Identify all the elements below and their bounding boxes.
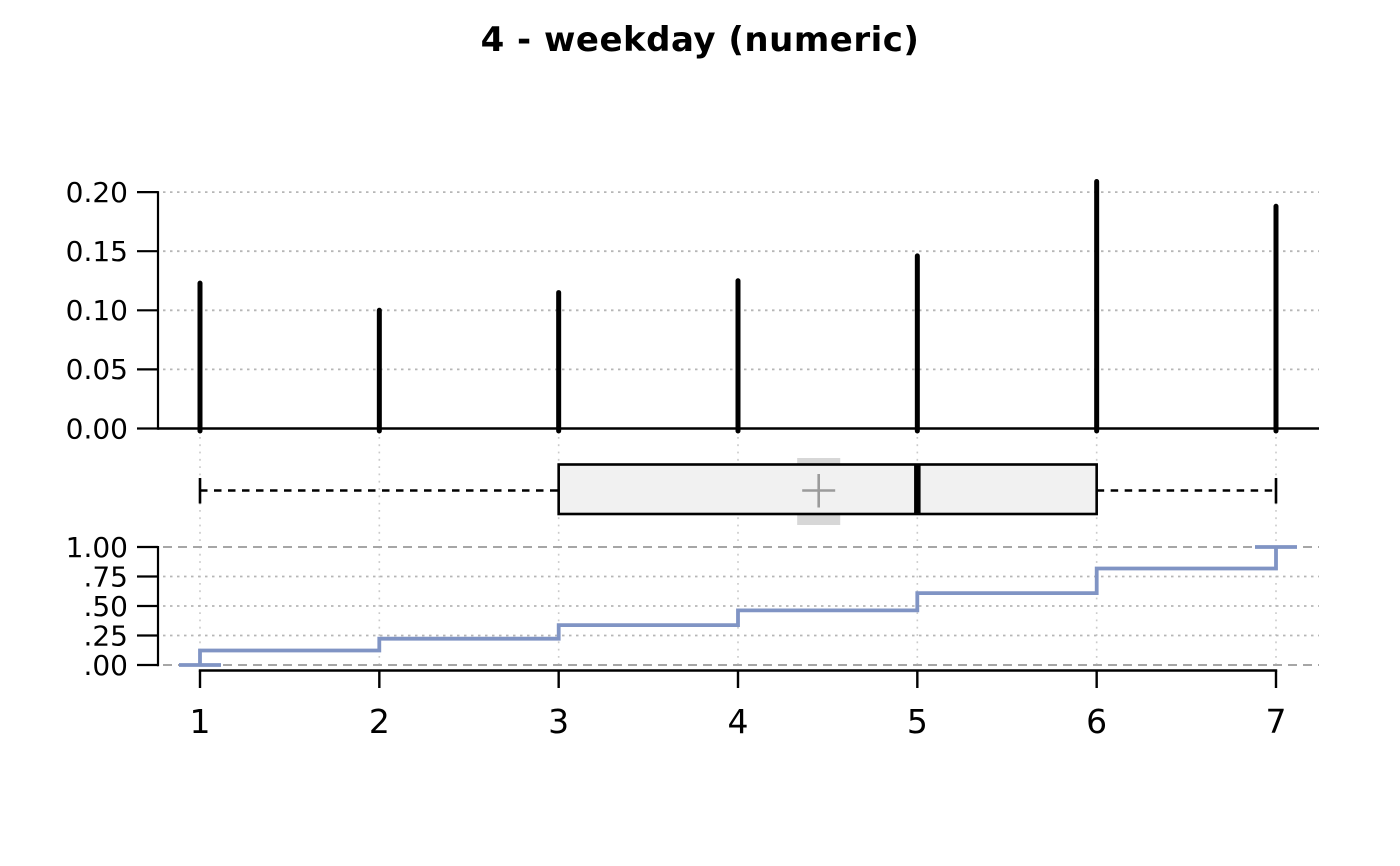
ecdf-ytick-label: 1.00 xyxy=(66,531,128,564)
ecdf-ytick-label: .25 xyxy=(83,619,128,652)
x-tick-label: 2 xyxy=(369,702,390,741)
chart-title: 4 - weekday (numeric) xyxy=(480,20,920,60)
ecdf-ytick-label: .50 xyxy=(83,590,128,623)
x-tick-label: 1 xyxy=(190,702,211,741)
x-tick-label: 7 xyxy=(1266,702,1287,741)
pmf-ytick-label: 0.05 xyxy=(66,353,128,386)
x-tick-label: 4 xyxy=(728,702,749,741)
x-tick-label: 5 xyxy=(907,702,928,741)
ecdf-step-line xyxy=(179,545,1297,667)
x-tick-label: 3 xyxy=(548,702,569,741)
ecdf-ytick-label: .75 xyxy=(83,560,128,593)
pmf-ytick-label: 0.20 xyxy=(66,176,128,209)
pmf-ytick-label: 0.15 xyxy=(66,235,128,268)
pmf-ytick-label: 0.00 xyxy=(66,412,128,445)
pmf-ytick-label: 0.10 xyxy=(66,294,128,327)
ecdf-ytick-label: .00 xyxy=(83,649,128,682)
x-tick-label: 6 xyxy=(1086,702,1107,741)
